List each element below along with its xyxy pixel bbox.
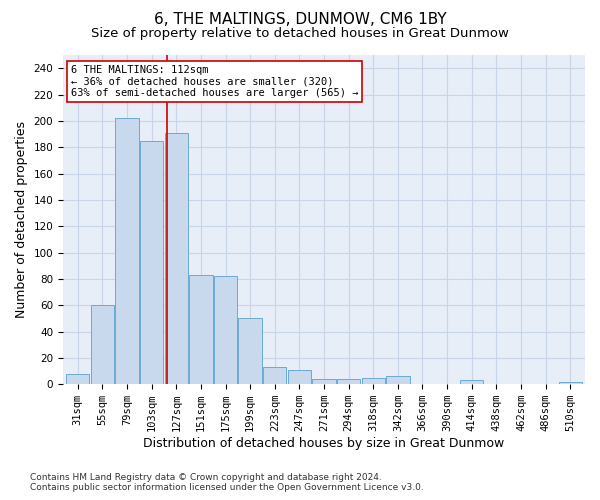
Text: 6 THE MALTINGS: 112sqm
← 36% of detached houses are smaller (320)
63% of semi-de: 6 THE MALTINGS: 112sqm ← 36% of detached… [71,65,358,98]
Bar [362,378,385,384]
Y-axis label: Number of detached properties: Number of detached properties [15,121,28,318]
Bar [263,367,286,384]
Bar [337,379,361,384]
Bar [559,382,582,384]
Bar [140,140,163,384]
Bar [313,379,336,384]
Bar [66,374,89,384]
Text: 6, THE MALTINGS, DUNMOW, CM6 1BY: 6, THE MALTINGS, DUNMOW, CM6 1BY [154,12,446,28]
Bar [164,132,188,384]
Bar [115,118,139,384]
Text: Contains HM Land Registry data © Crown copyright and database right 2024.
Contai: Contains HM Land Registry data © Crown c… [30,473,424,492]
Bar [386,376,410,384]
Bar [460,380,484,384]
Bar [238,318,262,384]
Bar [287,370,311,384]
Bar [214,276,237,384]
Text: Size of property relative to detached houses in Great Dunmow: Size of property relative to detached ho… [91,28,509,40]
X-axis label: Distribution of detached houses by size in Great Dunmow: Distribution of detached houses by size … [143,437,505,450]
Bar [189,275,212,384]
Bar [91,305,114,384]
